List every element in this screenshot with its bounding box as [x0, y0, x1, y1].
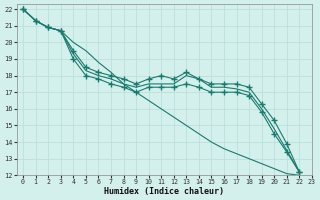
X-axis label: Humidex (Indice chaleur): Humidex (Indice chaleur) [104, 187, 224, 196]
